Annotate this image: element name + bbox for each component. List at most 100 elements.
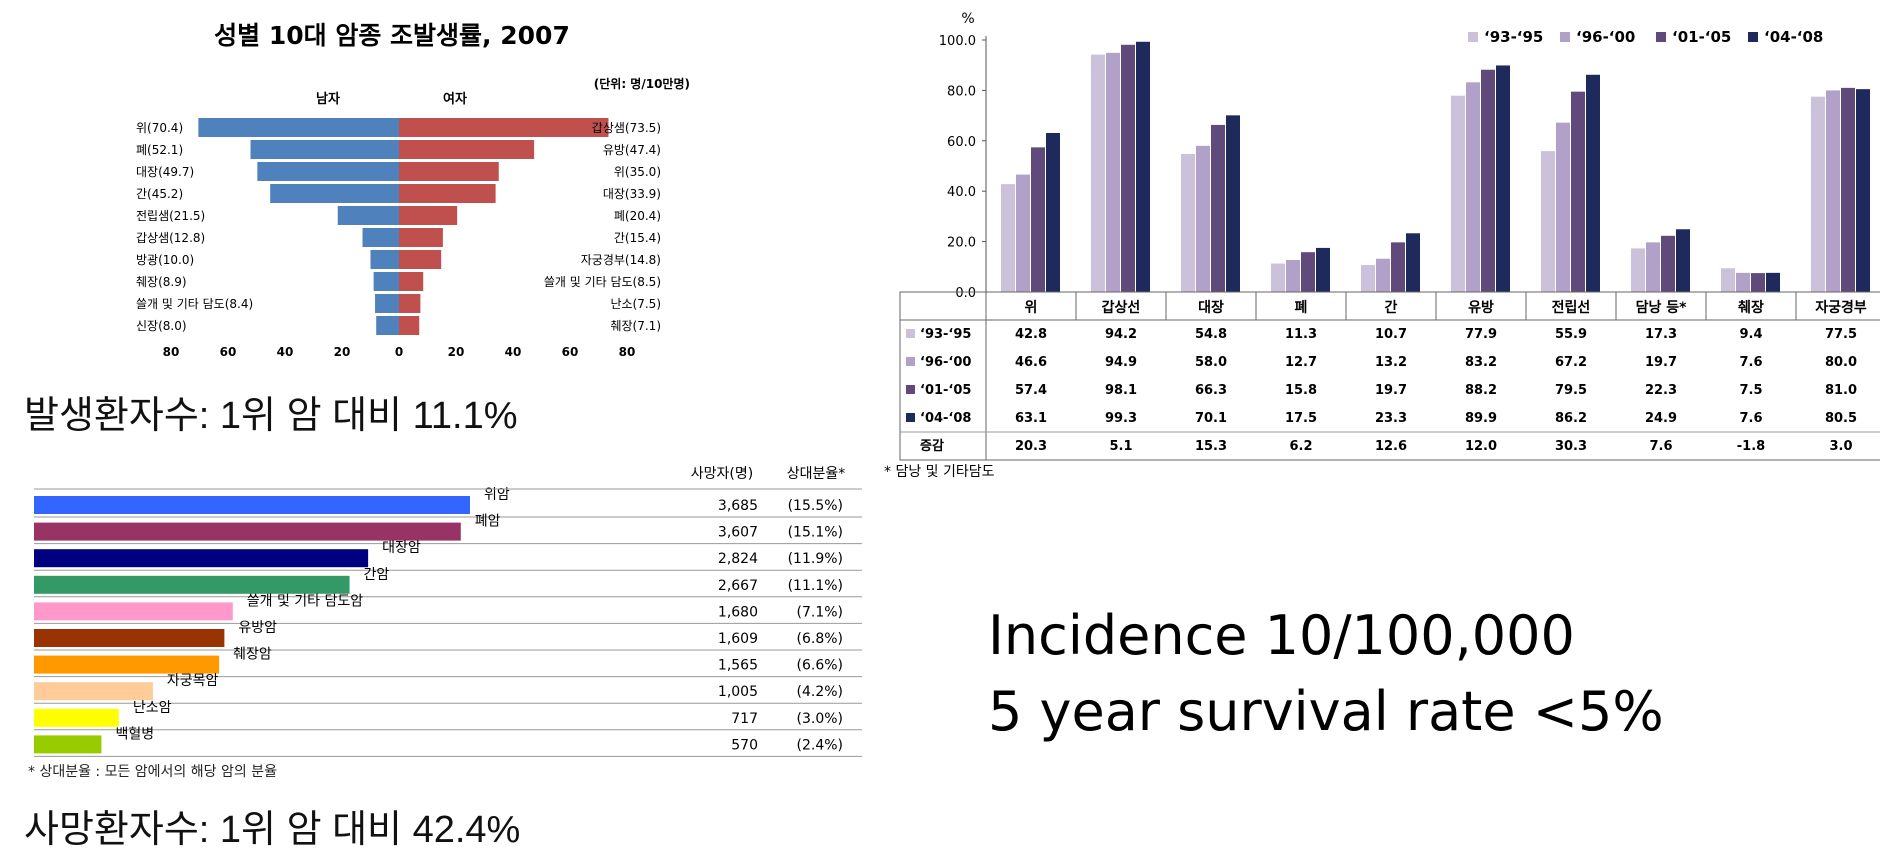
survival-bar xyxy=(1466,82,1480,292)
female-bar-label: 대장(33.9) xyxy=(603,187,661,201)
table-cell: 66.3 xyxy=(1195,383,1227,398)
survival-bar xyxy=(1841,87,1855,292)
survival-bar xyxy=(1106,52,1120,292)
x-tick-label: 0 xyxy=(395,345,403,359)
death-bar-label: 위암 xyxy=(484,487,510,503)
legend-swatch xyxy=(1656,32,1666,42)
male-bar xyxy=(375,294,399,313)
death-count: 3,607 xyxy=(718,525,758,541)
death-bar-label: 백혈병 xyxy=(115,726,154,742)
table-cell: 94.9 xyxy=(1105,355,1137,370)
survival-bar xyxy=(1751,273,1765,292)
female-bar-label: 자궁경부(14.8) xyxy=(581,253,661,267)
male-bar xyxy=(370,250,399,269)
death-bar xyxy=(34,708,119,727)
death-bar xyxy=(34,522,461,541)
legend-label: ‘04-‘08 xyxy=(1764,28,1823,46)
death-rank-caption: 사망환자수: 1위 암 대비 42.4% xyxy=(24,809,521,851)
death-bar xyxy=(34,682,153,701)
death-share: (2.4%) xyxy=(797,737,844,753)
x-tick-label: 20 xyxy=(334,345,351,359)
death-bar-label: 간암 xyxy=(364,567,390,583)
death-share: (15.1%) xyxy=(788,525,843,541)
male-bar-label: 신장(8.0) xyxy=(136,319,187,333)
female-bar xyxy=(399,206,458,225)
survival-bar xyxy=(1721,268,1735,292)
survival-bar xyxy=(1856,89,1870,292)
category-label: 전립선 xyxy=(1552,299,1591,316)
y-tick-label: 0.0 xyxy=(955,286,976,301)
table-row-label: ‘04-‘08 xyxy=(920,411,971,426)
unit-note: (단위: 명/10만명) xyxy=(594,76,690,91)
table-cell: 80.5 xyxy=(1825,411,1857,426)
category-label: 담낭 등* xyxy=(1636,299,1688,316)
deaths-footnote: * 상대분율 : 모든 암에서의 해당 암의 분율 xyxy=(28,764,277,780)
death-share: (11.9%) xyxy=(788,551,843,567)
female-bar xyxy=(399,140,535,159)
x-tick-label: 40 xyxy=(505,345,522,359)
male-bar-label: 방광(10.0) xyxy=(136,253,194,267)
table-cell: 98.1 xyxy=(1105,383,1137,398)
survival-bar xyxy=(1211,124,1225,292)
table-cell: 77.5 xyxy=(1825,327,1857,342)
survival-bar xyxy=(1481,69,1495,293)
category-label: 폐 xyxy=(1295,300,1308,316)
table-cell: 17.3 xyxy=(1645,327,1677,342)
death-count: 570 xyxy=(731,737,758,753)
male-bar xyxy=(362,228,399,247)
table-cell: 94.2 xyxy=(1105,327,1137,342)
table-cell: 13.2 xyxy=(1375,355,1407,370)
survival-bar xyxy=(1631,248,1645,292)
death-bar xyxy=(34,655,220,674)
survival-bar xyxy=(1496,65,1510,293)
male-bar-label: 위(70.4) xyxy=(136,121,183,135)
death-bar-label: 폐암 xyxy=(475,514,501,530)
death-bar xyxy=(34,602,233,621)
female-bar-label: 유방(47.4) xyxy=(603,143,661,157)
incidence-text: Incidence 10/100,000 xyxy=(988,604,1575,667)
category-label: 대장 xyxy=(1198,299,1224,316)
table-cell: 67.2 xyxy=(1555,355,1587,370)
survival-bar xyxy=(1661,235,1675,292)
survival-bar xyxy=(1586,74,1600,292)
legend-label: ‘93-‘95 xyxy=(1484,28,1543,46)
survival-bar xyxy=(1676,229,1690,292)
table-cell: 20.3 xyxy=(1015,439,1047,454)
y-tick-label: 40.0 xyxy=(947,185,976,200)
male-bar xyxy=(257,162,399,181)
survival-bar xyxy=(1571,91,1585,292)
x-tick-label: 40 xyxy=(277,345,294,359)
table-cell: 6.2 xyxy=(1289,439,1312,454)
table-cell: 70.1 xyxy=(1195,411,1227,426)
table-cell: 12.7 xyxy=(1285,355,1317,370)
survival-bar xyxy=(1391,242,1405,292)
table-cell: 57.4 xyxy=(1015,383,1047,398)
female-bar-label: 폐(20.4) xyxy=(614,209,661,223)
survival-bar xyxy=(1361,265,1375,292)
incidence-by-sex-chart: 성별 10대 암종 조발생률, 2007 (단위: 명/10만명) 남자 여자 … xyxy=(136,21,690,359)
survival-bar xyxy=(1301,252,1315,292)
death-bar-label: 쓸개 및 기타 담도암 xyxy=(247,593,364,609)
category-label: 자궁경부 xyxy=(1815,299,1867,316)
table-cell: 99.3 xyxy=(1105,411,1137,426)
y-tick-label: 80.0 xyxy=(947,84,976,99)
table-cell: 42.8 xyxy=(1015,327,1047,342)
survival-bar xyxy=(1121,44,1135,293)
table-cell: 80.0 xyxy=(1825,355,1857,370)
death-bar xyxy=(34,575,350,594)
death-bar-label: 대장암 xyxy=(382,540,421,556)
death-bar-label: 자궁목암 xyxy=(167,673,219,689)
death-count: 1,005 xyxy=(718,684,758,700)
female-bar xyxy=(399,250,442,269)
female-bar xyxy=(399,272,424,291)
incidence-rank-caption: 발생환자수: 1위 암 대비 11.1% xyxy=(24,395,518,437)
table-cell: 15.3 xyxy=(1195,439,1227,454)
table-cell: 11.3 xyxy=(1285,327,1317,342)
y-tick-label: 20.0 xyxy=(947,236,976,251)
death-share: (7.1%) xyxy=(797,604,844,620)
x-tick-label: 60 xyxy=(562,345,579,359)
female-header: 여자 xyxy=(443,91,467,107)
table-row-label: ‘93-‘95 xyxy=(920,327,971,342)
legend-swatch xyxy=(1560,32,1570,42)
survival-bar xyxy=(1031,147,1045,292)
